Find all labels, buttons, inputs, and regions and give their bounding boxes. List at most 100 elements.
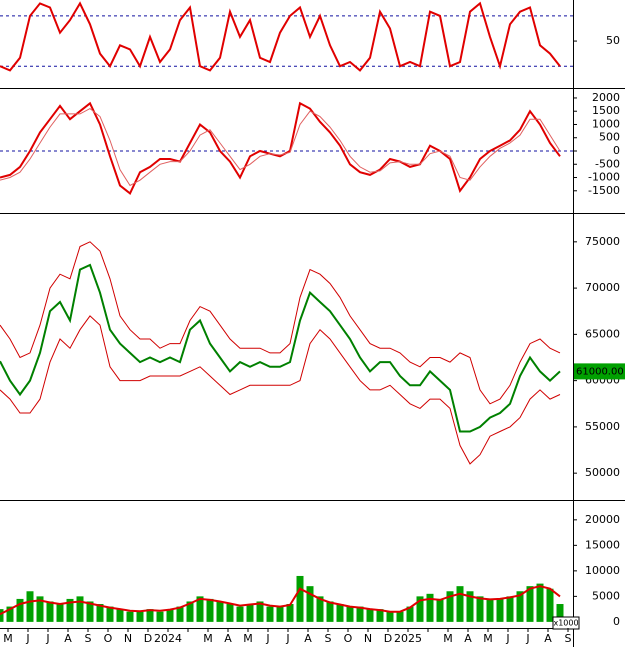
x-tick-label: D <box>384 632 392 645</box>
x-tick-label: M <box>3 632 13 645</box>
x-tick-label: M <box>483 632 493 645</box>
volume-bar <box>116 609 124 622</box>
x-tick-label: S <box>565 632 572 645</box>
volume-bar <box>76 596 84 622</box>
volume-bar <box>246 604 254 622</box>
volume-bar <box>216 601 224 622</box>
unit-box <box>552 616 580 630</box>
x-tick-label: J <box>265 632 269 645</box>
volume-bar <box>436 598 444 622</box>
volume-bar <box>306 586 314 622</box>
volume-bar <box>476 596 484 622</box>
series-line <box>0 101 561 195</box>
volume-bar <box>416 596 424 622</box>
x-tick-label: 2025 <box>394 632 422 645</box>
volume-bar <box>466 591 474 622</box>
volume-bar <box>316 596 324 622</box>
y-tick-label: 15000 <box>585 538 620 551</box>
volume-bar <box>16 598 24 622</box>
volume-bar <box>86 601 94 622</box>
x-tick-label: M <box>243 632 253 645</box>
volume-bar <box>26 591 34 622</box>
volume-bar <box>196 596 204 622</box>
volume-bar <box>496 598 504 622</box>
last-price-label: 61000.00 <box>576 366 624 377</box>
y-tick-label: 50 <box>606 34 620 47</box>
last-price-box <box>574 363 625 380</box>
volume-bar <box>516 591 524 622</box>
volume-bar <box>256 601 264 622</box>
y-tick-label: 500 <box>599 131 620 144</box>
volume-bar <box>156 611 164 622</box>
x-tick-label: J <box>505 632 509 645</box>
y-tick-label: 1000 <box>592 117 620 130</box>
series-line <box>0 585 561 616</box>
volume-bar <box>186 601 194 622</box>
x-tick-label: A <box>64 632 72 645</box>
volume-bar <box>296 575 304 622</box>
volume-bar <box>396 611 404 622</box>
y-tick-label: 2000 <box>592 91 620 104</box>
volume-bar <box>236 606 244 622</box>
x-tick-label: M <box>203 632 213 645</box>
volume-bar <box>166 609 174 622</box>
unit-label: x1000 <box>553 619 578 628</box>
volume-bar <box>406 606 414 622</box>
x-tick-label: O <box>344 632 353 645</box>
volume-bar <box>336 604 344 622</box>
volume-bar <box>546 588 554 622</box>
volume-bar <box>66 598 74 622</box>
y-tick-label: 50000 <box>585 466 620 479</box>
volume-bar <box>356 606 364 622</box>
series-line <box>0 241 561 405</box>
volume-bar <box>506 596 514 622</box>
y-tick-label: 65000 <box>585 327 620 340</box>
x-tick-label: J <box>525 632 529 645</box>
volume-bar <box>536 583 544 622</box>
volume-bar <box>226 604 234 622</box>
series-line <box>0 1 561 72</box>
x-tick-label: 2024 <box>154 632 182 645</box>
x-tick-label: D <box>144 632 152 645</box>
volume-bar <box>456 586 464 622</box>
y-tick-label: -1500 <box>588 184 620 197</box>
series-line <box>0 108 561 187</box>
volume-bar <box>176 606 184 622</box>
volume-bar <box>426 593 434 622</box>
volume-bar <box>526 586 534 622</box>
volume-bar <box>376 609 384 622</box>
volume-bar <box>6 606 14 622</box>
volume-bar <box>486 598 494 622</box>
x-tick-label: A <box>464 632 472 645</box>
y-tick-label: 20000 <box>585 513 620 526</box>
volume-bar <box>276 606 284 622</box>
x-tick-label: N <box>364 632 372 645</box>
x-tick-label: A <box>544 632 552 645</box>
x-tick-label: J <box>45 632 49 645</box>
x-tick-label: J <box>25 632 29 645</box>
volume-bar <box>366 609 374 622</box>
volume-bar <box>206 598 214 622</box>
volume-bar <box>146 609 154 622</box>
volume-bar <box>0 609 4 622</box>
volume-bar <box>136 611 144 622</box>
volume-bar <box>286 604 294 622</box>
volume-bar <box>556 604 564 622</box>
volume-bar <box>386 611 394 622</box>
y-tick-label: -500 <box>595 157 620 170</box>
x-tick-label: S <box>85 632 92 645</box>
y-tick-label: 1500 <box>592 104 620 117</box>
x-tick-label: A <box>224 632 232 645</box>
x-tick-label: S <box>325 632 332 645</box>
x-tick-label: J <box>285 632 289 645</box>
x-tick-label: N <box>124 632 132 645</box>
volume-bar <box>126 611 134 622</box>
x-tick-label: M <box>443 632 453 645</box>
volume-bar <box>36 596 44 622</box>
volume-bar <box>46 601 54 622</box>
volume-bar <box>266 606 274 622</box>
x-tick-label: O <box>104 632 113 645</box>
series-line <box>0 263 561 433</box>
y-tick-label: 5000 <box>592 589 620 602</box>
